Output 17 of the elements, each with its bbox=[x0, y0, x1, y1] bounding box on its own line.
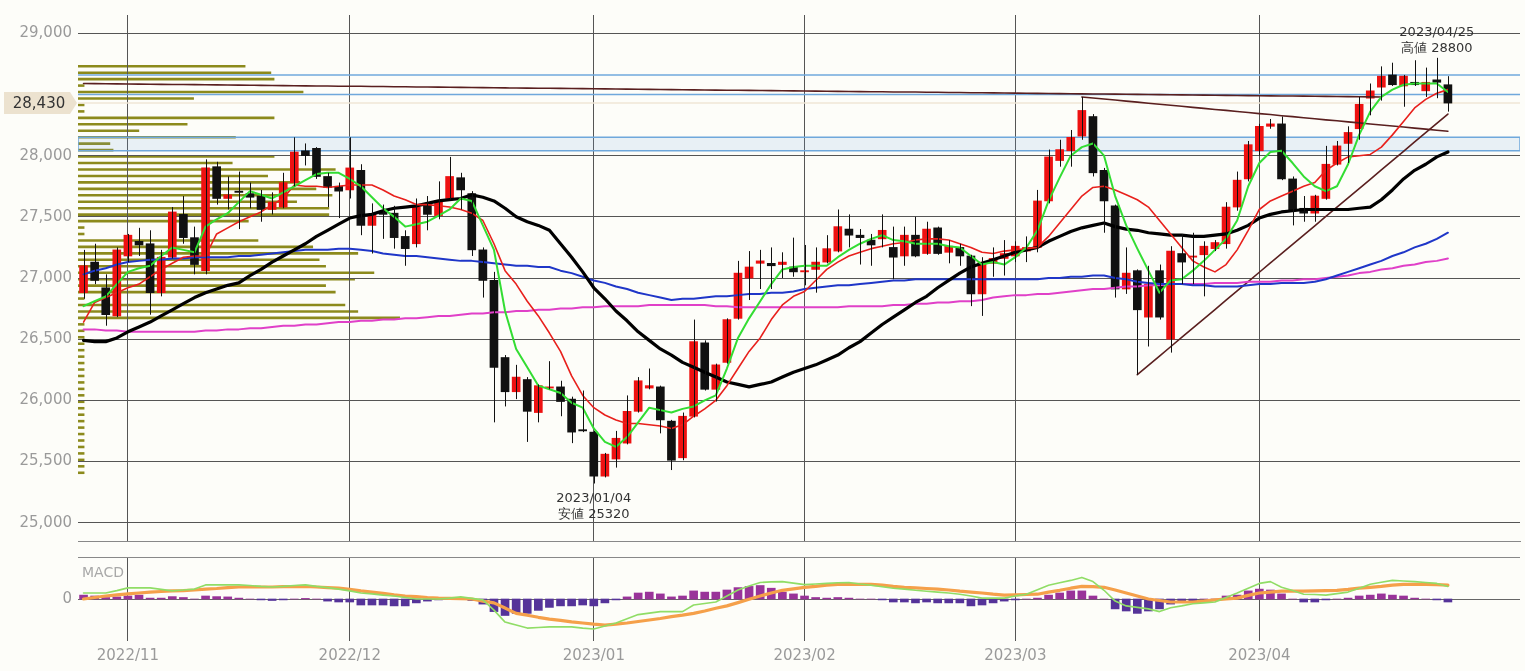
y-tick-label: 27,500 bbox=[19, 206, 72, 225]
x-tick-label: 2023/04 bbox=[1228, 645, 1291, 664]
x-tick-label: 2022/12 bbox=[318, 645, 381, 664]
x-tick-label: 2022/11 bbox=[96, 645, 160, 664]
chart-title: MACD bbox=[82, 564, 124, 580]
y-tick-label: 26,000 bbox=[19, 390, 72, 409]
y-tick-label: 28,000 bbox=[19, 145, 72, 164]
y-tick-label: 25,000 bbox=[19, 512, 72, 531]
y-tick-label: 27,000 bbox=[19, 267, 72, 286]
text: 0 bbox=[62, 588, 72, 607]
y-tick-label: 26,500 bbox=[19, 329, 72, 348]
x-tick-label: 2023/02 bbox=[773, 645, 836, 664]
x-tick-label: 2023/03 bbox=[984, 645, 1047, 664]
ref-line-label: 28,430 bbox=[12, 93, 66, 112]
y-tick-label: 25,500 bbox=[19, 451, 72, 470]
y-tick-label: 29,000 bbox=[19, 23, 72, 42]
x-tick-label: 2023/01 bbox=[562, 645, 625, 664]
